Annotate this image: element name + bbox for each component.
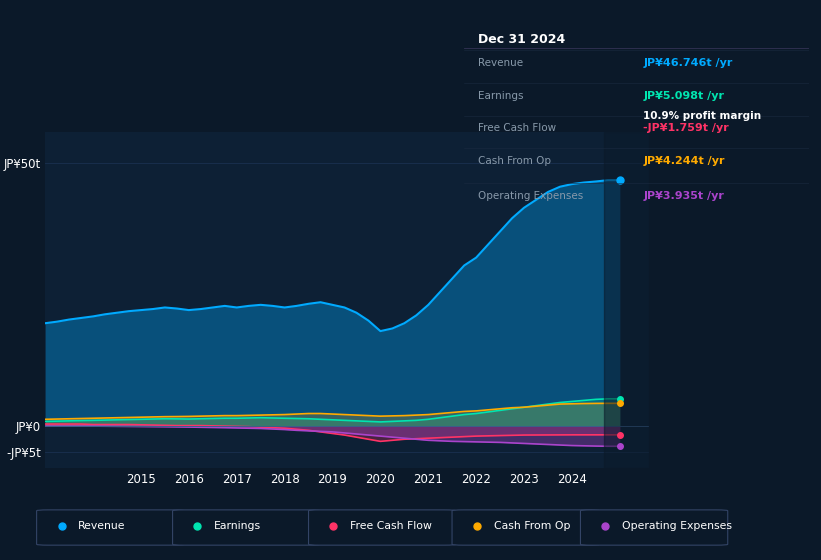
Text: Revenue: Revenue xyxy=(78,521,126,531)
Text: 10.9% profit margin: 10.9% profit margin xyxy=(643,110,761,120)
Text: JP¥46.746t /yr: JP¥46.746t /yr xyxy=(643,58,732,68)
Text: Cash From Op: Cash From Op xyxy=(493,521,570,531)
Text: Revenue: Revenue xyxy=(478,58,523,68)
FancyBboxPatch shape xyxy=(452,510,599,545)
Text: Free Cash Flow: Free Cash Flow xyxy=(350,521,432,531)
Text: JP¥5.098t /yr: JP¥5.098t /yr xyxy=(643,91,724,101)
Text: Earnings: Earnings xyxy=(478,91,523,101)
Text: Earnings: Earnings xyxy=(214,521,261,531)
Text: JP¥3.935t /yr: JP¥3.935t /yr xyxy=(643,191,724,200)
Text: -JP¥1.759t /yr: -JP¥1.759t /yr xyxy=(643,123,729,133)
Text: Dec 31 2024: Dec 31 2024 xyxy=(478,33,565,46)
Text: Operating Expenses: Operating Expenses xyxy=(478,191,583,200)
Text: Operating Expenses: Operating Expenses xyxy=(622,521,732,531)
Text: Free Cash Flow: Free Cash Flow xyxy=(478,123,556,133)
Bar xyxy=(604,132,649,468)
Text: JP¥4.244t /yr: JP¥4.244t /yr xyxy=(643,156,725,166)
Text: Cash From Op: Cash From Op xyxy=(478,156,551,166)
FancyBboxPatch shape xyxy=(309,510,456,545)
FancyBboxPatch shape xyxy=(580,510,727,545)
FancyBboxPatch shape xyxy=(172,510,320,545)
FancyBboxPatch shape xyxy=(37,510,184,545)
